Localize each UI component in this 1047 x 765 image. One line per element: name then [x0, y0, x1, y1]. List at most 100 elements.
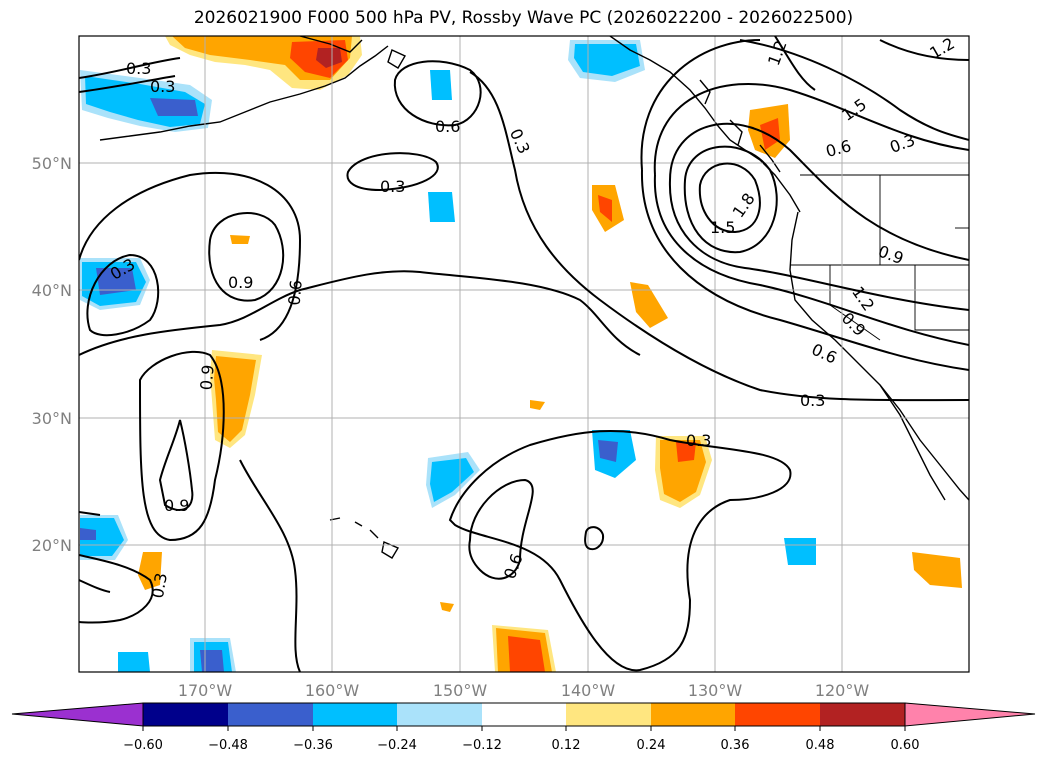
contour-small-ring — [584, 526, 605, 551]
colorbar-extend-high — [904, 702, 1036, 727]
contour-label-11: 1.5 — [710, 218, 735, 237]
anomaly-blue-gulf-alaska-core — [574, 44, 640, 76]
contour-0.3-subtropical — [448, 429, 792, 672]
anomaly-blue-small-a — [430, 70, 452, 100]
anomaly-orange-18n-171w — [138, 552, 162, 590]
contour-label-2: 0.3 — [150, 77, 175, 96]
cbar-tick-9: 0.48 — [806, 738, 835, 753]
anomaly-red-45n-138w — [598, 195, 612, 222]
contour-label-3: 0.6 — [435, 117, 460, 136]
colorbar-seg-1 — [143, 703, 228, 726]
colorbar-ticks — [142, 726, 906, 731]
cbar-tick-4: −0.24 — [377, 738, 417, 753]
colorbar-segments — [11, 702, 1036, 727]
lon-label-150w: 150°W — [433, 681, 488, 700]
anomaly-blue-west-40n-dark — [96, 268, 136, 295]
cbar-tick-7: 0.24 — [637, 738, 666, 753]
anomaly-orange-small-31n-144w — [530, 400, 545, 410]
figure-title: 2026021900 F000 500 hPa PV, Rossby Wave … — [193, 8, 854, 28]
anomaly-blue-28n-138w-dark — [598, 440, 618, 462]
contour-0.3-small-loop — [346, 152, 439, 192]
contour-label-21: 0.9 — [164, 496, 189, 515]
map-frame — [78, 35, 970, 673]
cbar-tick-3: −0.36 — [293, 738, 333, 753]
contour-0.9-south-west — [138, 350, 225, 542]
contour-trough-0.9-b — [653, 174, 969, 346]
lon-label-160w: 160°W — [305, 681, 360, 700]
cbar-tick-6: 0.12 — [552, 738, 581, 753]
anomaly-orange-small-15n-150w — [440, 602, 454, 612]
kodiak-island — [387, 49, 406, 69]
lat-label-50n: 50°N — [32, 154, 72, 173]
contour-gulf-alaska-loop — [393, 60, 482, 127]
colorbar-seg-8 — [735, 703, 820, 726]
colorbar-seg-9 — [820, 703, 905, 726]
contour-trough-1.2 — [669, 122, 969, 261]
contour-0.3-north-pacific — [469, 71, 969, 402]
contour-trough-1.8 — [698, 162, 761, 234]
contour-0.3-south — [239, 459, 301, 672]
anomaly-blue-alaska-west-dark — [150, 98, 198, 116]
contour-0.9-loop-west — [208, 212, 285, 302]
contour-ridge-1.2 — [774, 36, 816, 91]
contour-label-1: 0.3 — [126, 59, 151, 78]
contour-trough-0.9 — [653, 82, 969, 176]
cbar-tick-2: −0.48 — [208, 738, 248, 753]
lat-label-40n: 40°N — [32, 281, 72, 300]
contour-trough-0.6-b — [640, 169, 969, 371]
colorbar-seg-2 — [228, 703, 313, 726]
contour-label-19: 0.3 — [800, 391, 825, 410]
contour-0.3-central — [79, 270, 641, 356]
anomaly-blue-26n-151w-core — [430, 458, 474, 502]
anomaly-darkred-aleutians — [316, 48, 342, 68]
colorbar-seg-7 — [651, 703, 735, 726]
alaska-coast-north — [299, 36, 363, 53]
contour-0.6-west — [79, 171, 302, 341]
anomaly-red-12n-145w — [508, 636, 545, 672]
lat-label-30n: 30°N — [32, 409, 72, 428]
map-panel: 0.3 0.3 0.6 0.3 1.2 1.2 1.5 0.6 0.3 1.8 … — [32, 35, 970, 700]
contour-trough-0.6 — [640, 39, 761, 171]
contour-label-12: 0.3 — [380, 177, 405, 196]
contour-label-25: 0.3 — [148, 571, 171, 599]
contour-trough-1.5 — [683, 145, 778, 254]
coastlines — [99, 36, 969, 559]
lat-label-20n: 20°N — [32, 536, 72, 555]
colorbar-seg-6 — [566, 703, 651, 726]
colorbar-seg-5 — [482, 703, 566, 726]
contour-label-14: 0.6 — [285, 279, 306, 306]
se-alaska-coast — [609, 36, 801, 213]
lat-labels: 50°N 40°N 30°N 20°N — [32, 154, 72, 555]
anomaly-blue-west-21n-dark — [80, 528, 96, 540]
anomaly-blue-small-b — [428, 192, 455, 222]
cbar-tick-1: −0.60 — [123, 738, 163, 753]
contour-trough-1.2-b — [668, 179, 969, 311]
baja-california — [879, 384, 946, 501]
lon-labels: 170°W 160°W 150°W 140°W 130°W 120°W — [178, 681, 870, 700]
cbar-tick-10: 0.60 — [891, 738, 920, 753]
contour-ridge-0.3 — [879, 39, 969, 61]
contour-label-15: 0.9 — [228, 273, 253, 292]
lon-label-120w: 120°W — [815, 681, 870, 700]
contour-label-23: 0.3 — [686, 431, 711, 450]
contour-aleutians-north — [79, 57, 181, 79]
contour-0.3-west-loop — [86, 253, 160, 337]
alaska-peninsula-coast — [99, 45, 389, 141]
contour-label-20: 0.9 — [197, 364, 218, 391]
anomaly-red-28n-132w — [676, 442, 696, 462]
colorbar-extend-low — [11, 702, 144, 727]
lon-label-130w: 130°W — [688, 681, 743, 700]
colorbar-outline — [142, 702, 906, 727]
contour-0.6-subtropical — [468, 478, 534, 580]
shaded-anomalies — [80, 36, 962, 672]
anomaly-orange-small-43n — [230, 235, 250, 244]
anomaly-blue-12n-174w — [118, 652, 150, 672]
cbar-tick-8: 0.36 — [721, 738, 750, 753]
anomaly-blue-12n-168w-dark — [200, 650, 224, 672]
state-border-3 — [914, 265, 969, 331]
cbar-tick-5: −0.12 — [462, 738, 502, 753]
colorbar-seg-3 — [313, 703, 397, 726]
lon-label-140w: 140°W — [561, 681, 616, 700]
contour-aleutians-south — [79, 75, 176, 93]
colorbar-seg-4 — [397, 703, 482, 726]
